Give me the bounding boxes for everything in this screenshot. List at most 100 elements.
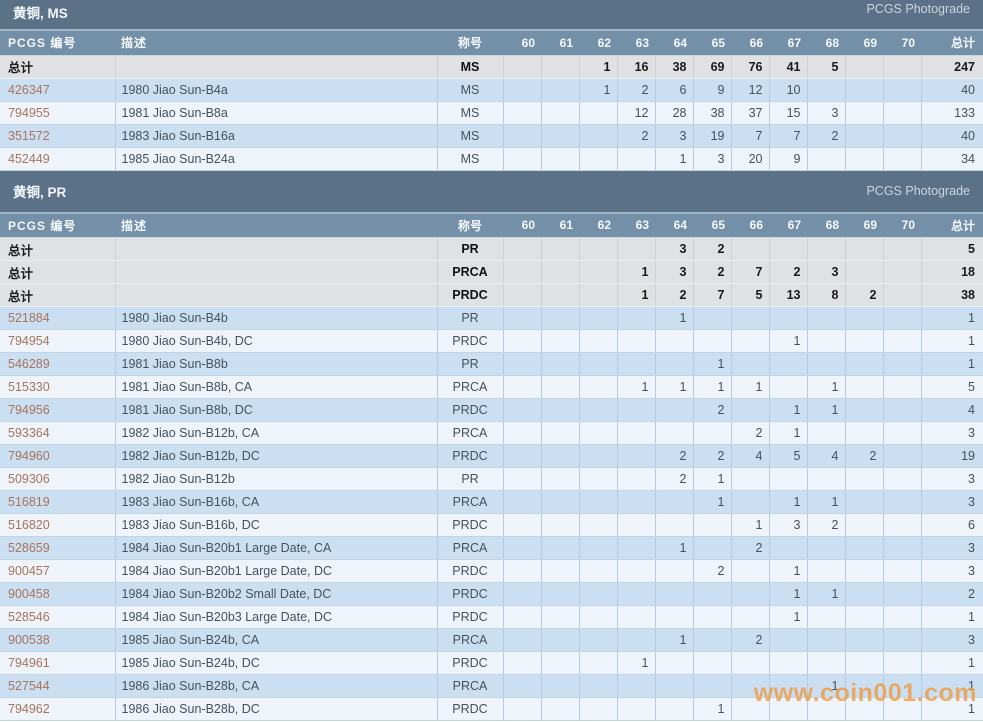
grade-count-cell [578,124,617,148]
table-title-bar: 黄铜, MS PCGS Photograde [0,0,983,31]
grade-count-cell [844,260,883,284]
grade-count-cell [844,398,883,422]
pcgs-number-cell: 528546 [0,605,115,629]
grade-count-cell [730,237,769,261]
grade-count-cell: 1 [654,628,693,652]
grade-count-cell [502,329,541,353]
grade-count-cell [882,306,921,330]
designation-cell: PRDC [436,605,503,629]
pcgs-number-link[interactable]: 528659 [8,541,50,555]
column-header-grade: 63 [617,213,655,238]
column-header-grade: 60 [503,213,541,238]
total-cell: 2 [920,582,983,606]
grade-count-cell [540,467,579,491]
total-cell: 40 [920,78,983,102]
pcgs-number-link[interactable]: 794956 [8,403,50,417]
grade-count-cell [502,352,541,376]
grade-count-cell [882,444,921,468]
description-cell: 1984 Jiao Sun-B20b1 Large Date, CA [114,536,437,560]
photograde-link[interactable]: PCGS Photograde [866,184,970,198]
grade-count-cell: 2 [692,559,731,583]
grade-count-cell [768,352,807,376]
grade-count-cell: 3 [654,260,693,284]
pcgs-number-cell: 794960 [0,444,115,468]
grade-count-cell [730,605,769,629]
pcgs-number-link[interactable]: 528546 [8,610,50,624]
pcgs-number-link[interactable]: 794960 [8,449,50,463]
pcgs-number-link[interactable]: 527544 [8,679,50,693]
pcgs-number-link[interactable]: 794954 [8,334,50,348]
designation-cell: PRCA [436,421,503,445]
grade-count-cell [768,536,807,560]
pcgs-number-link[interactable]: 593364 [8,426,50,440]
description-cell: 1983 Jiao Sun-B16b, DC [114,513,437,537]
grade-count-cell [844,78,883,102]
grade-count-cell [502,628,541,652]
description-cell: 1984 Jiao Sun-B20b2 Small Date, DC [114,582,437,606]
pcgs-number-link[interactable]: 900458 [8,587,50,601]
description-cell: 1983 Jiao Sun-B16a [114,124,437,148]
pcgs-number-link[interactable]: 794955 [8,105,50,120]
pcgs-number-link[interactable]: 900538 [8,633,50,647]
pcgs-number-link[interactable]: 515330 [8,380,50,394]
pcgs-number-link[interactable]: 351572 [8,128,50,143]
column-header-grade: 69 [845,213,883,238]
pcgs-number-link[interactable]: 516820 [8,518,50,532]
grade-count-cell: 2 [654,444,693,468]
description-cell: 1986 Jiao Sun-B28b, DC [114,697,437,721]
grade-count-cell [502,260,541,284]
grade-count-cell: 1 [692,375,731,399]
pcgs-number-link[interactable]: 516819 [8,495,50,509]
grade-count-cell [578,398,617,422]
pcgs-number-link[interactable]: 794962 [8,702,50,716]
grade-count-cell [654,651,693,675]
table-row: 515330 1981 Jiao Sun-B8b, CA PRCA 1 1 1 1 1 5 [0,375,983,399]
grade-count-cell [768,306,807,330]
pcgs-number-link[interactable]: 426347 [8,82,50,97]
grade-count-cell: 8 [806,283,845,307]
grade-count-cell: 2 [806,513,845,537]
grade-count-cell [502,697,541,721]
grade-count-cell: 1 [654,306,693,330]
grade-count-cell [882,237,921,261]
grade-count-cell [844,651,883,675]
pcgs-number-link[interactable]: 452449 [8,151,50,166]
grade-count-cell: 1 [768,490,807,514]
grade-count-cell [578,582,617,606]
column-header-grade: 66 [731,31,769,56]
grade-count-cell [578,375,617,399]
grade-count-cell: 1 [806,375,845,399]
total-cell: 34 [920,147,983,171]
grade-count-cell [882,605,921,629]
grade-count-cell [768,467,807,491]
pcgs-number-link[interactable]: 521884 [8,311,50,325]
grade-count-cell: 1 [654,375,693,399]
grade-count-cell [654,582,693,606]
grade-count-cell [882,147,921,171]
grade-count-cell [806,147,845,171]
grade-count-cell [692,513,731,537]
pcgs-number-link[interactable]: 509306 [8,472,50,486]
grade-count-cell [578,674,617,698]
table-row: 900457 1984 Jiao Sun-B20b1 Large Date, DC… [0,559,983,583]
grade-count-cell: 9 [768,147,807,171]
column-header-grade: 67 [769,213,807,238]
total-cell: 1 [920,674,983,698]
grade-count-cell [806,559,845,583]
designation-cell: MS [436,78,503,102]
grade-count-cell [502,421,541,445]
pcgs-number-link[interactable]: 900457 [8,564,50,578]
table-row: 593364 1982 Jiao Sun-B12b, CA PRCA 2 1 3 [0,421,983,445]
pcgs-number-link[interactable]: 794961 [8,656,50,670]
grade-count-cell [540,398,579,422]
grade-count-cell [882,78,921,102]
table-row: 794960 1982 Jiao Sun-B12b, DC PRDC 2 2 4 5 4 2 19 [0,444,983,468]
photograde-link[interactable]: PCGS Photograde [866,2,970,16]
grade-count-cell: 1 [730,375,769,399]
grade-count-cell [654,697,693,721]
pcgs-number-link[interactable]: 546289 [8,357,50,371]
grade-count-cell [654,513,693,537]
designation-cell: PRCA [436,375,503,399]
summary-label-cell: 总计 [0,260,115,284]
grade-count-cell [806,605,845,629]
